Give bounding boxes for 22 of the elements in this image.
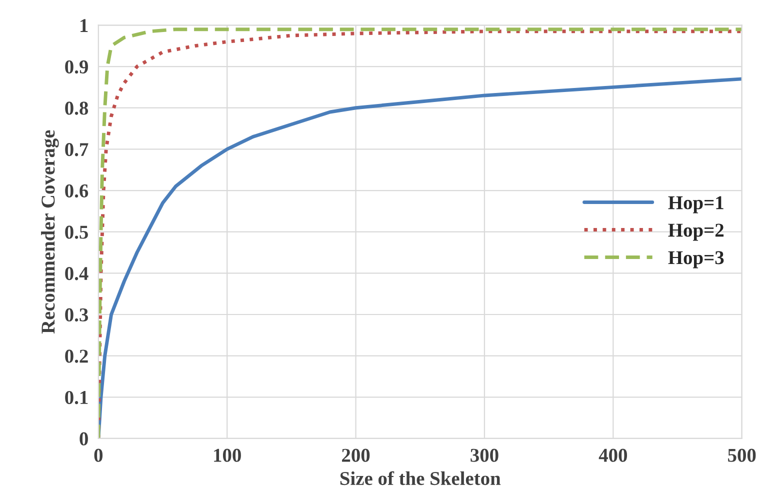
legend-label: Hop=2 <box>668 224 724 241</box>
x-tick-label: 300 <box>470 448 498 462</box>
y-tick-label: 0.4 <box>65 266 88 280</box>
x-axis-title: Size of the Skeleton <box>340 471 501 486</box>
x-tick-label: 500 <box>728 448 756 462</box>
y-tick-label: 0.1 <box>65 390 88 404</box>
y-tick-label: 0.9 <box>65 60 88 74</box>
y-axis-title: Recommender Coverage <box>41 130 59 334</box>
y-tick-label: 0.7 <box>65 143 88 156</box>
y-tick-label: 0.2 <box>65 350 88 363</box>
legend-label: Hop=1 <box>668 196 724 214</box>
x-tick-label: 0 <box>94 448 103 462</box>
x-tick-label: 200 <box>342 448 370 462</box>
y-tick-label: 0.3 <box>65 308 88 322</box>
legend-label: Hop=3 <box>668 251 724 268</box>
y-tick-label: 0.8 <box>65 102 88 115</box>
x-tick-label: 400 <box>598 448 628 462</box>
y-tick-label: 0.5 <box>65 226 88 239</box>
y-tick-label: 1 <box>80 19 88 32</box>
y-tick-label: 0 <box>80 432 88 446</box>
x-tick-label: 100 <box>214 448 241 462</box>
y-tick-label: 0.6 <box>65 184 88 198</box>
